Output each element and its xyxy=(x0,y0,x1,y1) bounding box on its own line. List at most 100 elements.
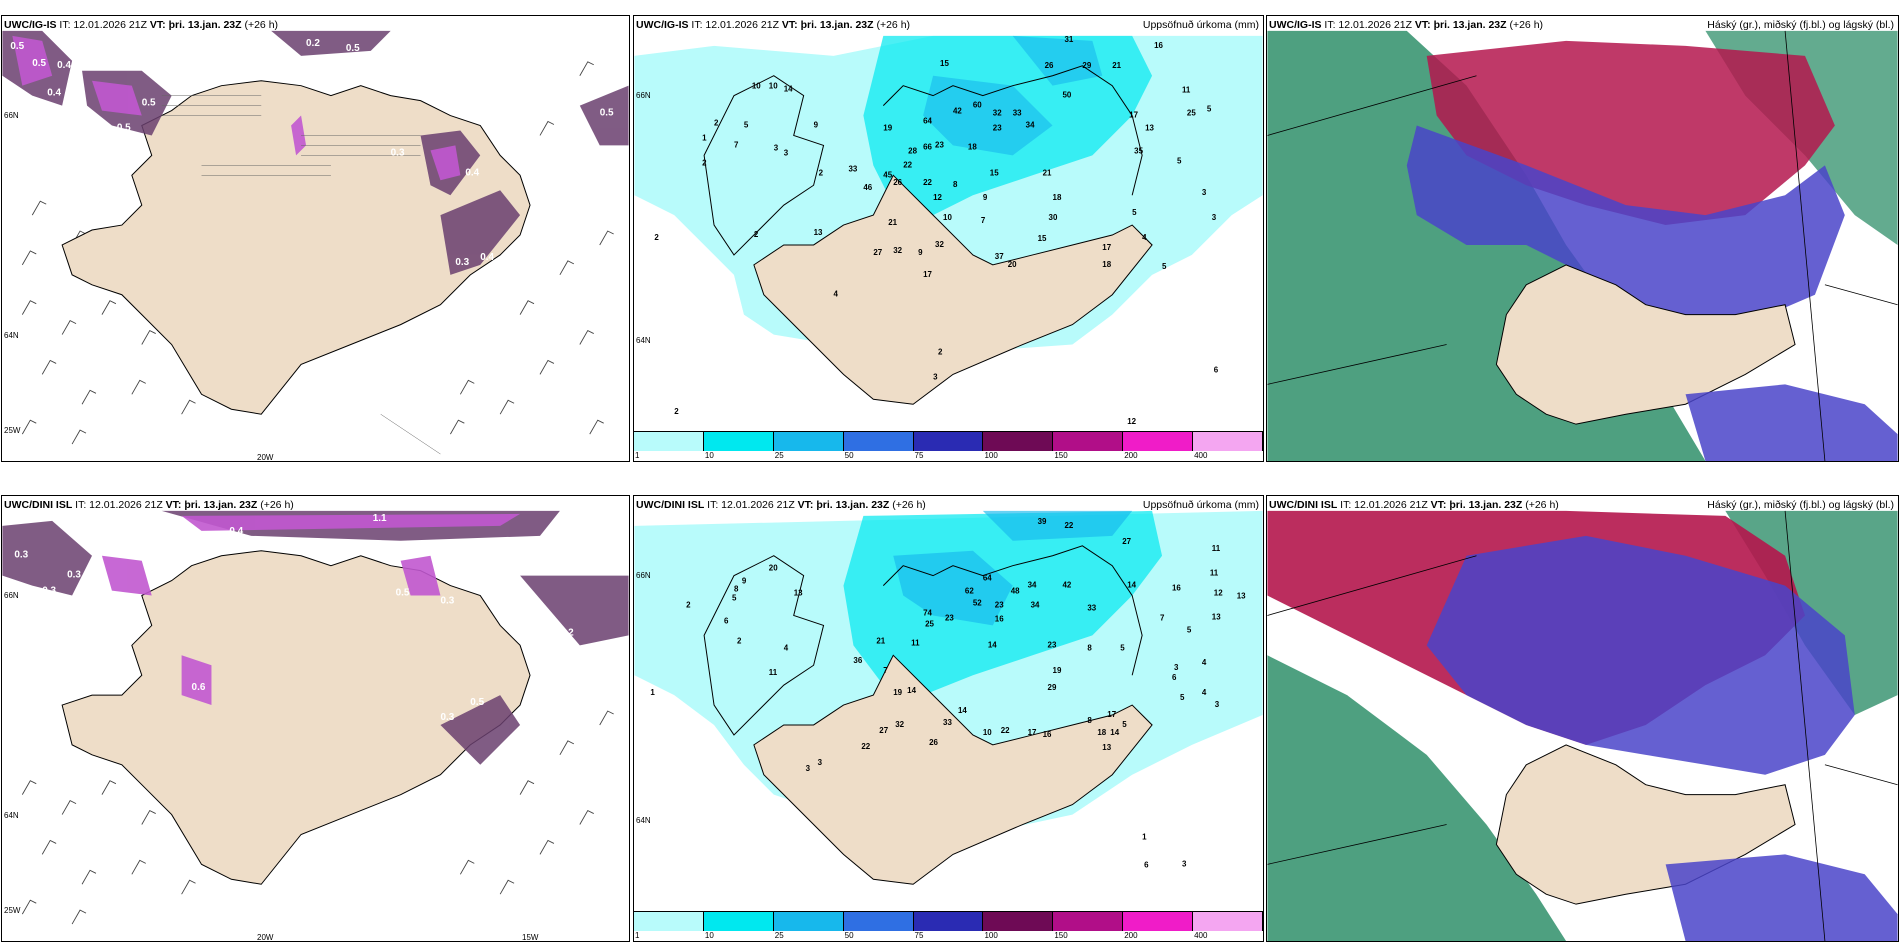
icing-magenta xyxy=(12,35,461,181)
pv: 35 xyxy=(1134,146,1143,155)
cv: 0.5 xyxy=(32,58,46,69)
pv: 16 xyxy=(995,614,1004,623)
cv: 0.4 xyxy=(229,526,243,537)
pv: 21 xyxy=(1112,61,1121,70)
pv: 5 xyxy=(1122,720,1127,729)
cv: 0.4 xyxy=(57,60,71,71)
pv: 15 xyxy=(990,168,999,177)
pv: 15 xyxy=(940,59,949,68)
colorbar-swatch xyxy=(913,911,984,931)
colorbar-swatch xyxy=(1193,911,1263,931)
cv: 0.4 xyxy=(530,612,544,623)
colorbar-tick-label: 25 xyxy=(774,451,784,460)
pv: 34 xyxy=(1031,600,1040,609)
pv: 34 xyxy=(1028,581,1037,590)
pv: 23 xyxy=(993,123,1002,132)
pv: 3 xyxy=(784,148,789,157)
colorbar-swatch xyxy=(1053,431,1124,451)
lead-time: (+26 h) xyxy=(1525,499,1559,511)
map-panel-precip-top: 15 31 16 26 29 21 10 10 14 11 5 2 5 9 60… xyxy=(633,15,1264,462)
pv: 1 xyxy=(702,133,707,142)
colorbar-swatch xyxy=(703,431,774,451)
cv: 0.4 xyxy=(480,252,494,263)
pv: 12 xyxy=(933,193,942,202)
pv: 1 xyxy=(1142,832,1147,841)
pv: 2 xyxy=(674,407,679,416)
colorbar-swatch xyxy=(634,431,704,451)
pv: 14 xyxy=(1127,581,1136,590)
pv: 64 xyxy=(983,574,992,583)
lead-time: (+26 h) xyxy=(876,19,911,31)
pv: 4 xyxy=(1202,688,1207,697)
colorbar-tick-label: 400 xyxy=(1194,451,1208,460)
pv: 12 xyxy=(1127,417,1136,426)
lat-label-2: 66N xyxy=(636,91,651,100)
pv: 28 xyxy=(908,146,917,155)
colorbar-tick-label: 10 xyxy=(704,451,714,460)
pv: 3 xyxy=(818,758,823,767)
pv: 10 xyxy=(943,213,952,222)
colorbar-tick-label: 10 xyxy=(704,931,714,940)
pv: 22 xyxy=(1064,521,1073,530)
pv: 12 xyxy=(1214,589,1223,598)
colorbar-swatch xyxy=(913,431,984,451)
precip-map-top: 15 31 16 26 29 21 10 10 14 11 5 2 5 9 60… xyxy=(634,16,1263,461)
pv: 9 xyxy=(983,193,988,202)
cv: 0.8 xyxy=(465,826,479,837)
pv: 8 xyxy=(1087,716,1092,725)
pv: 32 xyxy=(993,109,1002,118)
pv: 4 xyxy=(1202,658,1207,667)
iceland-land xyxy=(61,550,531,885)
model-name: UWC/DINI ISL xyxy=(4,499,73,511)
lat-label-2: 64N xyxy=(4,811,19,820)
pv: 3 xyxy=(774,143,779,152)
colorbar-swatch xyxy=(773,911,844,931)
pv: 7 xyxy=(883,666,888,675)
pv: 14 xyxy=(1110,728,1119,737)
model-name: UWC/DINI ISL xyxy=(636,499,705,511)
it-label: IT: 12.01.2026 21Z xyxy=(1324,19,1412,31)
pv: 5 xyxy=(1180,693,1185,702)
precip-values: 15 31 16 26 29 21 10 10 14 11 5 2 5 9 60… xyxy=(654,35,1218,426)
high-cloud-field xyxy=(1267,655,1567,941)
panel-header: UWC/IG-IS IT: 12.01.2026 21Z VT: þri. 13… xyxy=(636,19,910,31)
pv: 23 xyxy=(1048,640,1057,649)
pv: 27 xyxy=(879,726,888,735)
pv: 13 xyxy=(1212,612,1221,621)
pv: 6 xyxy=(1214,365,1219,374)
map-panel-clouds-top: UWC/IG-IS IT: 12.01.2026 21Z VT: þri. 13… xyxy=(1266,15,1899,462)
pv: 16 xyxy=(1043,730,1052,739)
model-name: UWC/DINI ISL xyxy=(1269,499,1338,511)
pv: 21 xyxy=(876,636,885,645)
cv: 0.6 xyxy=(540,727,554,738)
lon-label-3: 15W xyxy=(522,933,539,942)
pv: 3 xyxy=(933,372,938,381)
pv: 20 xyxy=(769,564,778,573)
colorbar-tick-label: 150 xyxy=(1054,451,1068,460)
colorbar-tick-label: 100 xyxy=(984,931,998,940)
pv: 23 xyxy=(945,613,954,622)
pv: 2 xyxy=(938,347,943,356)
pv: 32 xyxy=(935,240,944,249)
pv: 37 xyxy=(995,252,1004,261)
cv: 0.5 xyxy=(396,588,410,599)
pv: 4 xyxy=(784,643,789,652)
it-label: IT: 12.01.2026 21Z xyxy=(59,19,147,31)
pv: 26 xyxy=(929,738,938,747)
pv: 5 xyxy=(1162,262,1167,271)
pv: 3 xyxy=(1174,663,1179,672)
pv: 18 xyxy=(1102,260,1111,269)
wind-barbs xyxy=(21,710,614,925)
pv: 22 xyxy=(861,742,870,751)
pv: 27 xyxy=(873,248,882,257)
pv: 19 xyxy=(893,688,902,697)
cv: 0.5 xyxy=(470,697,484,708)
precip-values: 39 22 27 11 11 20 13 9 8 5 16 12 13 13 6… xyxy=(650,517,1246,869)
pv: 3 xyxy=(1215,700,1220,709)
cv: 0.3 xyxy=(42,586,56,597)
cv: 0.3 xyxy=(67,570,81,581)
cv: 0.6 xyxy=(192,682,206,693)
pv: 3 xyxy=(1202,188,1207,197)
pv: 66 xyxy=(923,142,932,151)
pv: 32 xyxy=(895,720,904,729)
